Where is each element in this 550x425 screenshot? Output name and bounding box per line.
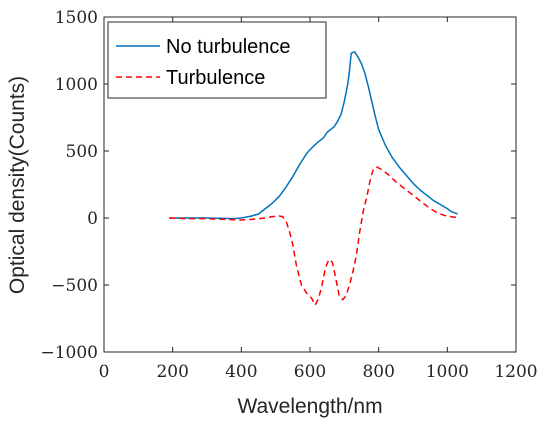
x-tick-label: 1000 <box>426 362 469 382</box>
ticks-layer: 0 200 400 600 800 1000 1200 −1000 −500 0 500 1000 15… <box>40 8 537 382</box>
x-tick-label: 400 <box>225 362 257 382</box>
legend-label-no-turbulence: No turbulence <box>166 36 291 58</box>
legend-label-turbulence: Turbulence <box>166 67 265 89</box>
y-axis-label: Optical density(Counts) <box>6 76 29 294</box>
x-axis-label: Wavelength/nm <box>237 395 382 418</box>
x-tick-label: 600 <box>294 362 326 382</box>
y-tick-label: 500 <box>66 142 98 162</box>
y-tick-label: −500 <box>51 276 98 296</box>
y-tick-label: 1500 <box>55 8 98 28</box>
y-tick-label: 1000 <box>55 75 98 95</box>
series-layer <box>169 51 458 306</box>
x-tick-label: 1200 <box>494 362 537 382</box>
series-line-turbulence <box>169 166 457 306</box>
series-line-no-turbulence <box>169 51 458 220</box>
x-tick-label: 200 <box>156 362 188 382</box>
y-tick-label: 0 <box>87 209 98 229</box>
legend: No turbulence Turbulence <box>107 21 327 99</box>
x-tick-label: 0 <box>99 362 110 382</box>
x-tick-label: 800 <box>362 362 394 382</box>
y-tick-label: −1000 <box>40 343 98 363</box>
legend-box <box>107 21 327 99</box>
